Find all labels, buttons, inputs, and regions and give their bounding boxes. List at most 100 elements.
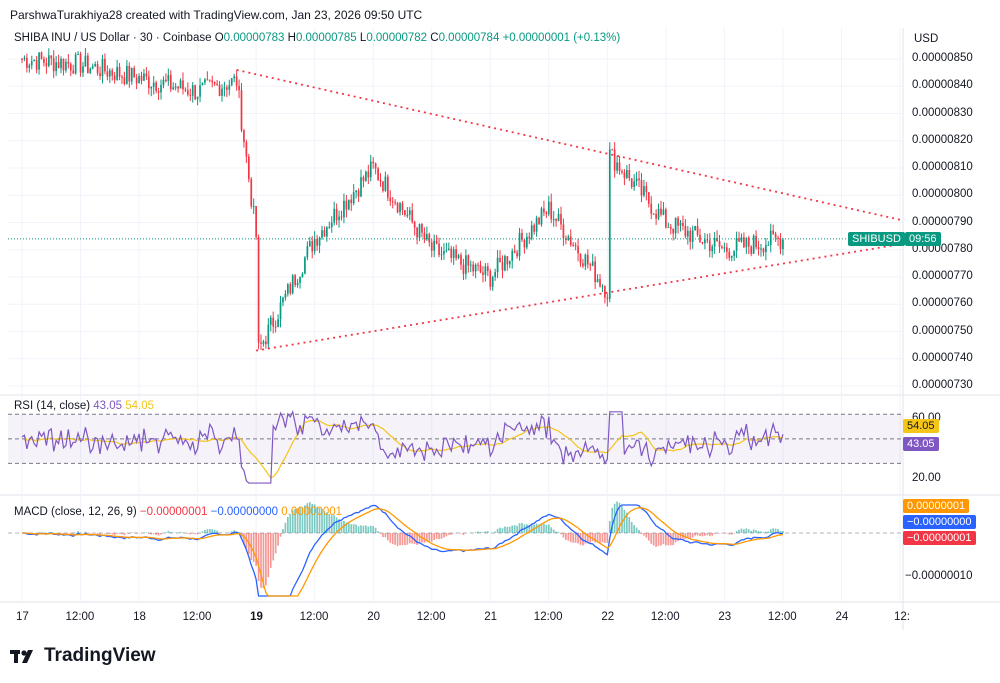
price-tick-label: 0.00000820: [912, 133, 973, 146]
candle-body: [38, 52, 40, 70]
candle-body: [99, 73, 101, 77]
candle-body: [755, 235, 757, 248]
candle-body: [147, 76, 150, 89]
symbol-title[interactable]: SHIBA INU / US Dollar · 30 · Coinbase: [14, 32, 212, 44]
high-label: H: [287, 32, 296, 44]
candle-body: [150, 86, 153, 89]
candle-body: [704, 239, 706, 244]
candle-body: [152, 82, 155, 87]
candle-body: [340, 216, 343, 218]
candle-body: [772, 230, 775, 234]
ohlc-legend: SHIBA INU / US Dollar · 30 · Coinbase O0…: [14, 32, 620, 44]
candle-body: [635, 178, 638, 182]
candle-body: [486, 266, 489, 272]
candle-body: [606, 297, 609, 299]
candle-body: [577, 246, 579, 254]
currency-label: USD: [914, 33, 939, 45]
candle-body: [326, 227, 328, 237]
candle-body: [469, 264, 472, 266]
candle-body: [69, 63, 72, 71]
candle-body: [733, 250, 736, 257]
time-tick-label: 21: [484, 611, 498, 623]
candle-body: [357, 190, 360, 197]
candle-body: [47, 55, 50, 66]
candle-body: [660, 208, 662, 215]
candle-body: [604, 286, 606, 298]
candle-body: [447, 248, 450, 251]
candle-body: [694, 226, 696, 231]
candle-body: [584, 254, 587, 267]
candle-body: [547, 201, 550, 214]
candle-body: [479, 265, 482, 273]
candle-body: [489, 271, 492, 287]
candle-body: [138, 75, 140, 84]
price-tick-label: 0.00000810: [912, 161, 973, 173]
candle-body: [74, 54, 77, 74]
candle-body: [62, 58, 65, 71]
candle-body: [306, 246, 309, 258]
candle-body: [165, 79, 167, 82]
candle-body: [677, 217, 679, 226]
candle-body: [530, 225, 533, 239]
candle-body: [669, 226, 672, 229]
candle-body: [767, 244, 770, 246]
macd-tick: −0.00000010: [905, 570, 973, 582]
candle-body: [533, 225, 536, 232]
candle-body: [518, 232, 521, 257]
candle-body: [301, 273, 304, 278]
candle-body: [106, 71, 109, 77]
candle-body: [277, 319, 279, 327]
macd-title[interactable]: MACD (close, 12, 26, 9): [14, 506, 137, 518]
candle-body: [628, 170, 631, 179]
candle-body: [347, 199, 350, 210]
candle-body: [391, 201, 394, 203]
candle-body: [582, 263, 584, 267]
candle-body: [245, 142, 248, 157]
candle-body: [506, 256, 509, 265]
candle-body: [574, 245, 577, 247]
candle-body: [282, 297, 284, 303]
candle-body: [318, 237, 321, 246]
candle-body: [538, 217, 540, 225]
candle-body: [516, 252, 518, 257]
candle-body: [525, 236, 528, 248]
candle-body: [294, 275, 297, 285]
candle-body: [652, 213, 655, 215]
candle-body: [562, 224, 565, 239]
candle-body: [128, 65, 131, 82]
candle-body: [160, 85, 162, 93]
candle-body: [418, 224, 421, 238]
candle-body: [274, 326, 277, 328]
tradingview-logo[interactable]: TradingView: [10, 645, 156, 667]
candle-body: [296, 282, 299, 285]
candle-body: [230, 78, 233, 86]
chart-attribution: ParshwaTurakhiya28 created with TradingV…: [10, 8, 423, 22]
candle-body: [608, 149, 611, 299]
candle-body: [633, 181, 636, 187]
time-tick-label: 22: [601, 611, 615, 623]
candle-body: [367, 171, 370, 178]
candle-body: [145, 73, 148, 77]
open-label: O: [214, 32, 224, 44]
candle-body: [304, 257, 306, 274]
candle-body: [104, 58, 106, 72]
candle-body: [557, 213, 560, 221]
candle-body: [545, 212, 548, 214]
open-value: 0.00000783: [223, 32, 285, 44]
candle-body: [740, 237, 743, 242]
candle-body: [521, 232, 523, 240]
triangle-trendline: [255, 243, 901, 352]
candle-body: [126, 65, 128, 84]
rsi-title[interactable]: RSI (14, close): [14, 400, 91, 412]
candle-body: [477, 264, 479, 266]
candle-body: [33, 59, 36, 62]
candle-body: [672, 228, 675, 234]
macd-hist-value: −0.00000001: [139, 506, 208, 518]
candle-body: [91, 66, 94, 69]
time-tick-label: 19: [250, 611, 263, 623]
candle-body: [728, 251, 731, 258]
candle-body: [77, 53, 79, 55]
candle-body: [674, 217, 677, 234]
candle-body: [421, 224, 423, 233]
